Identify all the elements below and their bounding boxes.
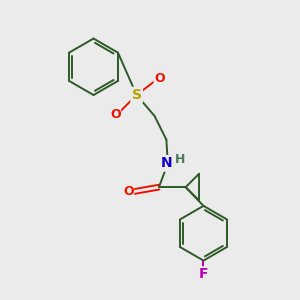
Text: N: N [160,156,172,170]
Text: S: S [132,88,142,102]
Text: O: O [154,72,165,85]
Text: O: O [123,185,134,198]
Text: F: F [199,267,208,281]
Text: O: O [110,108,121,121]
Text: H: H [175,153,185,166]
